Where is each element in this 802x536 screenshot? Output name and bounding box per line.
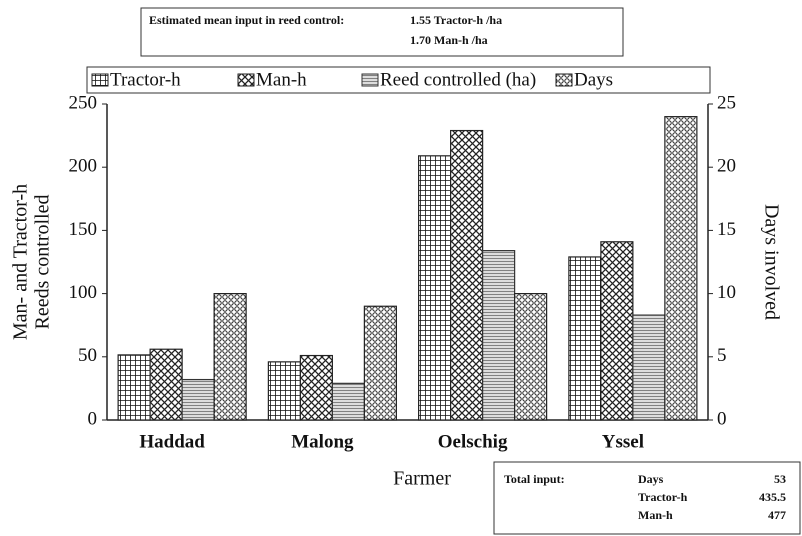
bar	[181, 378, 215, 421]
y-axis-title: Reeds controlled	[32, 195, 54, 330]
y2-tick-label: 10	[717, 282, 736, 303]
x-tick-label: Malong	[291, 431, 354, 452]
bar	[482, 250, 516, 421]
bar	[213, 293, 247, 421]
y-axis-title: Man- and Tractor-h	[10, 184, 32, 340]
legend-swatch	[555, 73, 573, 87]
total-box	[493, 461, 801, 535]
legend-label: Reed controlled (ha)	[380, 69, 536, 90]
y-tick-label: 200	[69, 156, 98, 177]
total-value: 435.5	[759, 490, 786, 504]
y2-tick-label: 15	[717, 219, 736, 240]
mean-input-label: Estimated mean input in reed control:	[149, 13, 344, 27]
total-value: 477	[768, 508, 786, 522]
total-name: Man-h	[638, 508, 673, 522]
y-tick-label: 50	[78, 345, 97, 366]
y-tick-label: 250	[69, 92, 98, 113]
legend-swatch	[91, 73, 109, 87]
x-tick-label: Haddad	[139, 431, 205, 452]
bar	[418, 155, 452, 421]
mean-input-line: 1.55 Tractor-h /ha	[410, 13, 502, 27]
bar	[299, 354, 333, 421]
bar	[450, 129, 484, 421]
x-tick-label: Oelschig	[438, 431, 508, 452]
total-name: Tractor-h	[638, 490, 688, 504]
bar	[664, 116, 698, 421]
y2-axis-title: Days involved	[760, 204, 782, 320]
legend-label: Days	[574, 69, 613, 90]
legend-label: Tractor-h	[110, 69, 181, 90]
y2-tick-label: 20	[717, 156, 736, 177]
y2-tick-label: 25	[717, 92, 736, 113]
legend-label: Man-h	[256, 69, 307, 90]
bar	[514, 293, 548, 421]
mean-input-line: 1.70 Man-h /ha	[410, 33, 488, 47]
bar	[568, 256, 602, 421]
y2-tick-label: 5	[717, 345, 727, 366]
legend-swatch	[237, 73, 255, 87]
bar	[267, 361, 301, 421]
bar	[149, 348, 183, 421]
total-name: Days	[638, 472, 664, 486]
info-box	[140, 7, 624, 57]
total-label: Total input:	[504, 472, 565, 486]
bar	[117, 354, 151, 421]
y-tick-label: 0	[88, 408, 98, 429]
y2-tick-label: 0	[717, 408, 727, 429]
y-tick-label: 100	[69, 282, 98, 303]
y-tick-label: 150	[69, 219, 98, 240]
x-tick-label: Yssel	[602, 431, 644, 452]
bar	[331, 382, 365, 421]
legend-swatch	[361, 73, 379, 87]
bar	[363, 305, 397, 421]
x-axis-title: Farmer	[393, 468, 451, 490]
total-value: 53	[774, 472, 786, 486]
bar	[600, 241, 634, 421]
legend-box	[86, 66, 711, 94]
bar	[632, 314, 666, 421]
